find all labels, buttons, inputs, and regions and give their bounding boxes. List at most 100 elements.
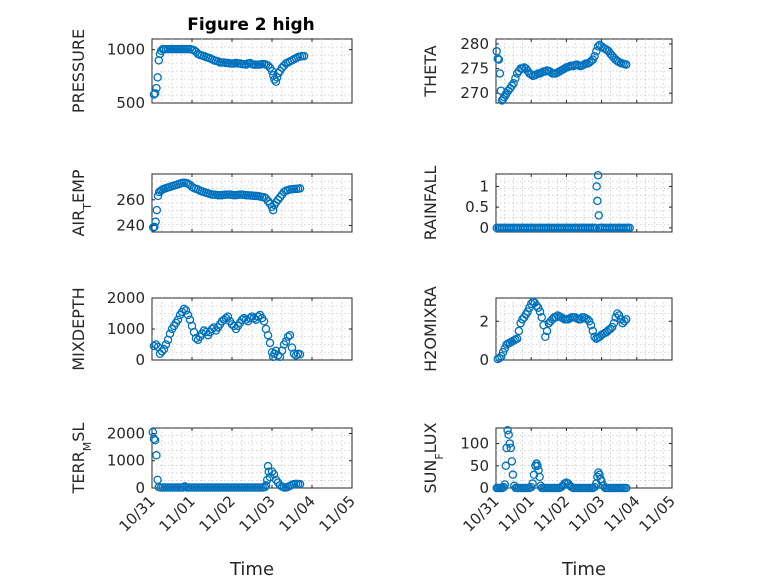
data-point [261,194,271,203]
data-point [271,198,281,207]
subplot-air-temp: 240 260 AIRTEMP [69,169,353,237]
y-tick-label: 0 [135,479,145,497]
data-point [271,77,281,86]
y-tick-label: 50 [470,457,489,475]
data-point [533,303,543,312]
y-tick-label: 275 [460,60,489,78]
y-tick-label: 2 [479,312,489,330]
data-point [528,479,537,488]
y-tick-label: 0 [479,479,489,497]
data-point [591,223,600,233]
data-point [494,55,504,64]
subplot-theta: 270 275 280 THETA [421,35,673,105]
data-point [151,340,161,349]
data-point [588,326,598,336]
data-point [152,205,162,215]
data-point [207,324,217,334]
y-tick-label: 0 [479,219,489,237]
y-axis-label: PRESSURE [69,29,88,113]
data-point [295,479,305,489]
data-point [183,310,193,320]
data-point [285,330,295,340]
data-point [593,196,602,206]
data-point [283,332,293,341]
data-point [501,461,511,471]
data-point [621,60,631,69]
data-point [526,299,536,309]
data-point [295,350,305,359]
data-point [500,480,510,489]
data-point [191,334,201,343]
data-point [533,461,542,471]
subplot-rainfall: 0 0.5 1 RAINFALL [421,166,673,241]
data-point [535,472,544,482]
data-point [529,470,539,479]
data-point [253,312,263,321]
data-point [541,332,550,341]
y-axis-label: TERRMSL [69,423,94,495]
data-point [506,443,516,453]
data-point [151,217,160,226]
data-point [263,196,273,206]
y-tick-label: 260 [116,191,145,209]
data-point [621,483,631,493]
y-tick-label: 280 [460,35,489,53]
data-point [299,51,309,61]
data-point [586,320,596,330]
data-point [150,89,160,98]
data-point [259,316,269,326]
y-axis-label: MIXDEPTH [69,287,88,370]
data-point [260,482,270,492]
y-axis-label: RAINFALL [421,166,440,241]
data-point [609,318,619,328]
data-point [263,461,273,471]
data-point [592,47,601,56]
data-point [263,330,273,340]
data-point [512,334,522,343]
data-point [268,205,278,215]
y-tick-label: 1000 [107,320,145,338]
data-point [621,315,631,324]
data-point [165,329,175,338]
data-point [593,170,603,180]
y-tick-label: 1 [479,177,489,195]
data-point [594,211,604,220]
y-axis-label: THETA [421,45,440,97]
data-point [179,304,189,314]
data-point [542,326,552,336]
data-point [262,475,272,485]
data-point [263,61,273,70]
y-tick-label: 0.5 [465,198,489,216]
data-point [265,338,275,348]
data-point [261,481,271,490]
y-tick-label: 0 [135,351,145,369]
y-axis-label: AIRTEMP [69,169,94,236]
data-point [295,184,305,193]
data-point [614,311,624,320]
figure-title: Figure 2 high [187,15,315,35]
subplot-pressure: 500 1000 PRESSURE [69,29,353,113]
data-point [585,316,594,326]
data-point [275,192,285,202]
y-tick-label: 270 [460,84,489,102]
data-point [509,79,518,88]
y-axis-label: H2OMIXRA [421,286,440,372]
y-tick-label: 500 [116,94,145,112]
data-point [150,436,160,445]
data-point [157,347,167,356]
data-point [173,315,183,324]
data-point [503,425,512,435]
y-tick-label: 0 [479,351,489,369]
data-point [273,195,283,205]
data-point [159,344,169,354]
y-tick-label: 100 [460,435,489,453]
data-point [149,434,159,444]
data-point [511,74,520,83]
data-point [607,322,617,332]
data-point [505,439,514,448]
data-point [289,349,299,359]
data-point [152,83,161,93]
data-point [498,347,508,357]
